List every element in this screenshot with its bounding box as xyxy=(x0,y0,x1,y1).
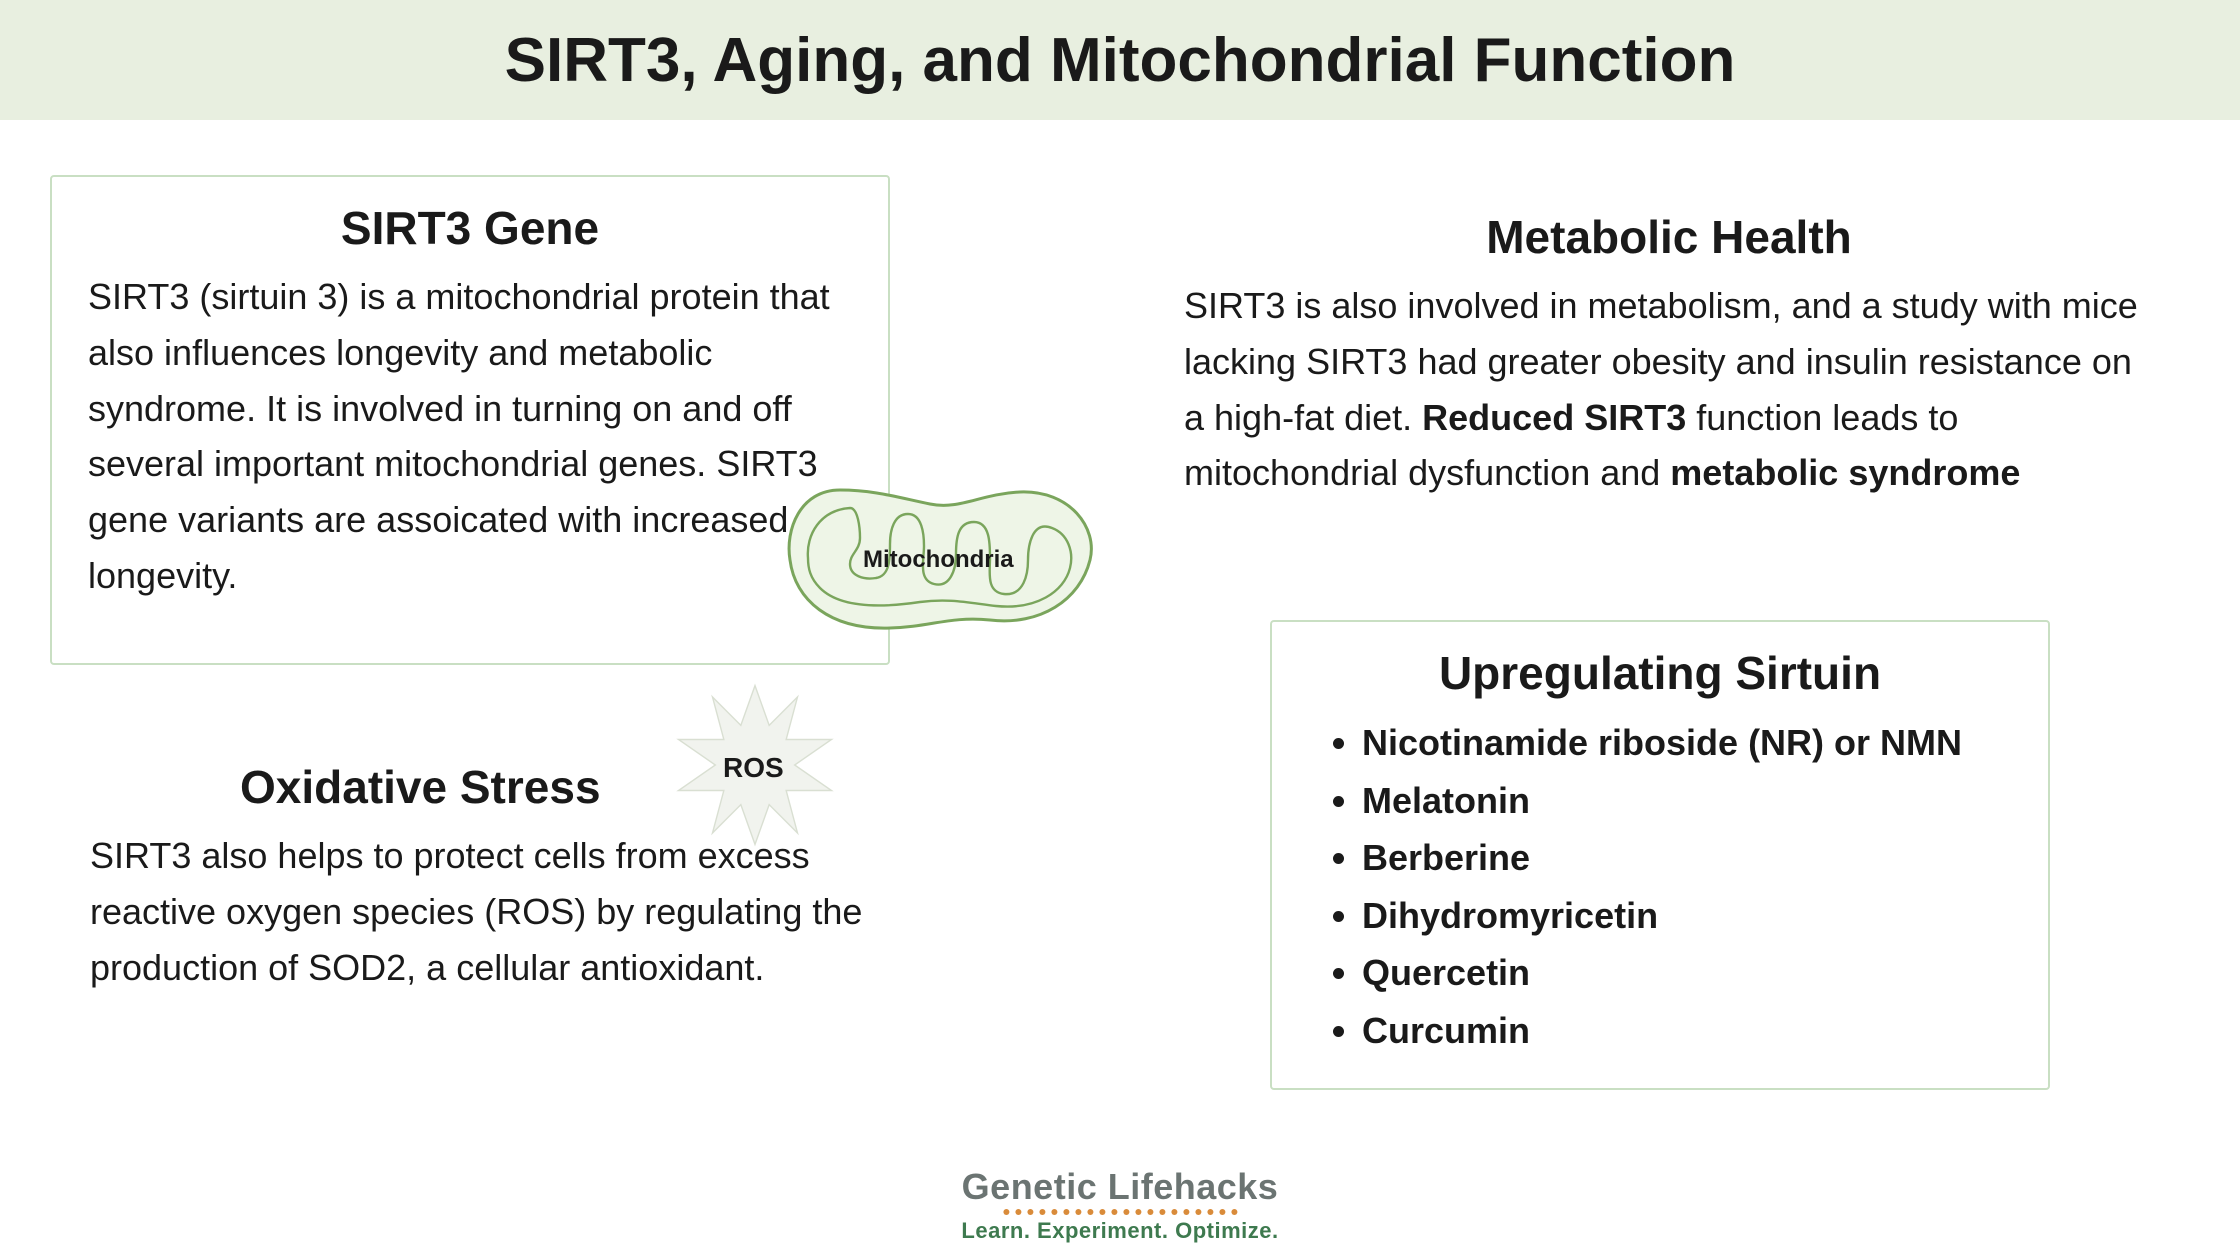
sirt3-gene-box: SIRT3 Gene SIRT3 (sirtuin 3) is a mitoch… xyxy=(50,175,890,665)
upregulating-heading: Upregulating Sirtuin xyxy=(1308,646,2012,700)
brand-divider-dots xyxy=(961,1209,1278,1217)
oxidative-stress-block: Oxidative Stress SIRT3 also helps to pro… xyxy=(90,760,940,995)
page-title: SIRT3, Aging, and Mitochondrial Function xyxy=(505,25,1736,96)
header-banner: SIRT3, Aging, and Mitochondrial Function xyxy=(0,0,2240,120)
metabolic-heading: Metabolic Health xyxy=(1184,210,2154,264)
footer-brand-block: Genetic Lifehacks Learn. Experiment. Opt… xyxy=(961,1166,1278,1244)
mitochondria-label: Mitochondria xyxy=(863,546,1014,574)
upregulating-item: Quercetin xyxy=(1362,944,2012,1002)
upregulating-item: Melatonin xyxy=(1362,772,2012,830)
sirt3-heading: SIRT3 Gene xyxy=(88,201,852,255)
upregulating-item: Nicotinamide riboside (NR) or NMN xyxy=(1362,714,2012,772)
oxidative-body: SIRT3 also helps to protect cells from e… xyxy=(90,828,940,995)
upregulating-item: Curcumin xyxy=(1362,1002,2012,1060)
infographic-canvas: SIRT3 Gene SIRT3 (sirtuin 3) is a mitoch… xyxy=(0,120,2240,1260)
sirt3-body: SIRT3 (sirtuin 3) is a mitochondrial pro… xyxy=(88,269,852,604)
oxidative-heading: Oxidative Stress xyxy=(90,760,940,814)
upregulating-sirtuin-box: Upregulating Sirtuin Nicotinamide ribosi… xyxy=(1270,620,2050,1090)
upregulating-list: Nicotinamide riboside (NR) or NMNMelaton… xyxy=(1308,714,2012,1060)
upregulating-item: Berberine xyxy=(1362,829,2012,887)
metabolic-body: SIRT3 is also involved in metabolism, an… xyxy=(1184,278,2154,501)
brand-name: Genetic Lifehacks xyxy=(961,1166,1278,1208)
metabolic-health-block: Metabolic Health SIRT3 is also involved … xyxy=(1184,210,2154,501)
upregulating-item: Dihydromyricetin xyxy=(1362,887,2012,945)
brand-tagline: Learn. Experiment. Optimize. xyxy=(961,1218,1278,1244)
